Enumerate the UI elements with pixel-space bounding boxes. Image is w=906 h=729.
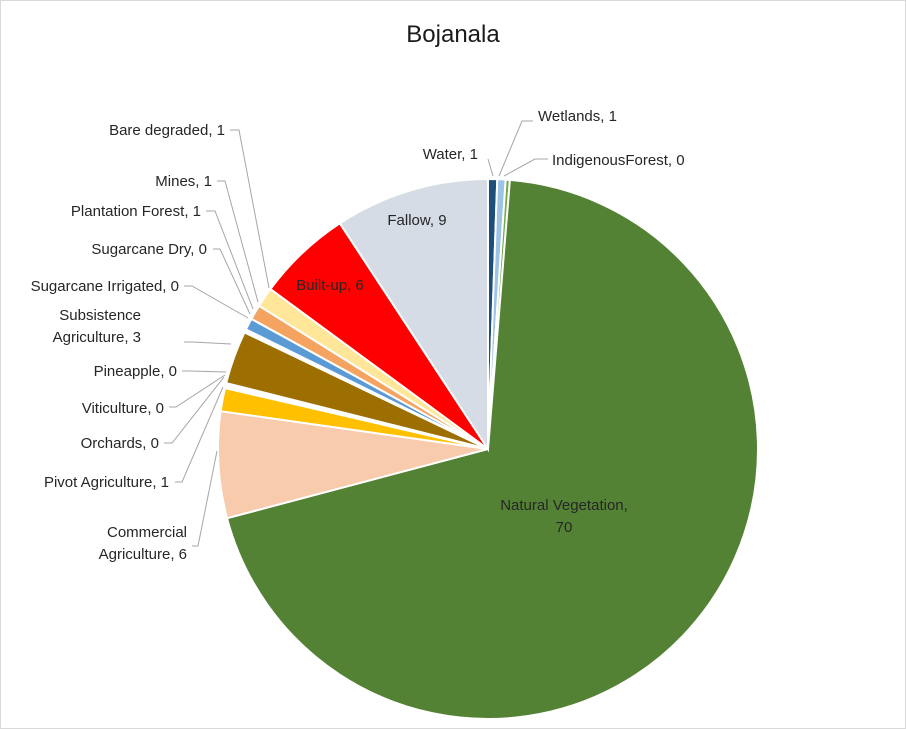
leader-line-water — [487, 158, 494, 177]
data-label-orchards: Orchards, 0 — [81, 435, 159, 452]
data-label-water: Water, 1 — [423, 146, 478, 163]
leader-line-subsistence-agriculture — [184, 341, 232, 345]
data-label-pineapple: Pineapple, 0 — [94, 363, 177, 380]
pie-slice-natural-vegetation — [225, 178, 759, 720]
data-label-mines: Mines, 1 — [155, 173, 212, 190]
data-label-commercial-agriculture: Commercial Agriculture, 6 — [99, 524, 187, 563]
data-label-indigenousforest: IndigenousForest, 0 — [552, 152, 685, 169]
data-label-wetlands: Wetlands, 1 — [538, 108, 617, 125]
data-label-pivot-agriculture: Pivot Agriculture, 1 — [44, 474, 169, 491]
data-label-plantation-forest: Plantation Forest, 1 — [71, 203, 201, 220]
leader-line-commercial-agriculture — [192, 450, 218, 547]
data-label-bare-degraded: Bare degraded, 1 — [109, 122, 225, 139]
leader-line-orchards — [164, 376, 225, 444]
chart-title: Bojanala — [406, 21, 500, 48]
data-label-fallow: Fallow, 9 — [387, 212, 446, 229]
data-label-sugarcane-irrigated: Sugarcane Irrigated, 0 — [31, 278, 179, 295]
pie-slice-fallow — [338, 177, 489, 453]
leader-line-bare-degraded — [230, 129, 270, 289]
leader-line-sugarcane-irrigated — [184, 285, 249, 319]
data-label-viticulture: Viticulture, 0 — [82, 400, 164, 417]
data-label-natural-vegetation: Natural Vegetation, 70 — [500, 497, 628, 536]
leader-line-mines — [217, 180, 259, 303]
leader-line-indigenousforest — [503, 158, 548, 177]
leader-line-plantation-forest — [206, 210, 254, 310]
data-label-subsistence-agriculture: Subsistence Agriculture, 3 — [53, 307, 141, 346]
leader-line-pivot-agriculture — [175, 386, 224, 483]
leader-line-pineapple — [182, 370, 227, 373]
leader-line-sugarcane-dry — [213, 248, 251, 315]
data-label-sugarcane-dry: Sugarcane Dry, 0 — [91, 241, 207, 258]
leader-line-viticulture — [169, 374, 226, 408]
data-label-built-up: Built-up, 6 — [296, 277, 364, 294]
leader-line-wetlands — [498, 120, 533, 177]
